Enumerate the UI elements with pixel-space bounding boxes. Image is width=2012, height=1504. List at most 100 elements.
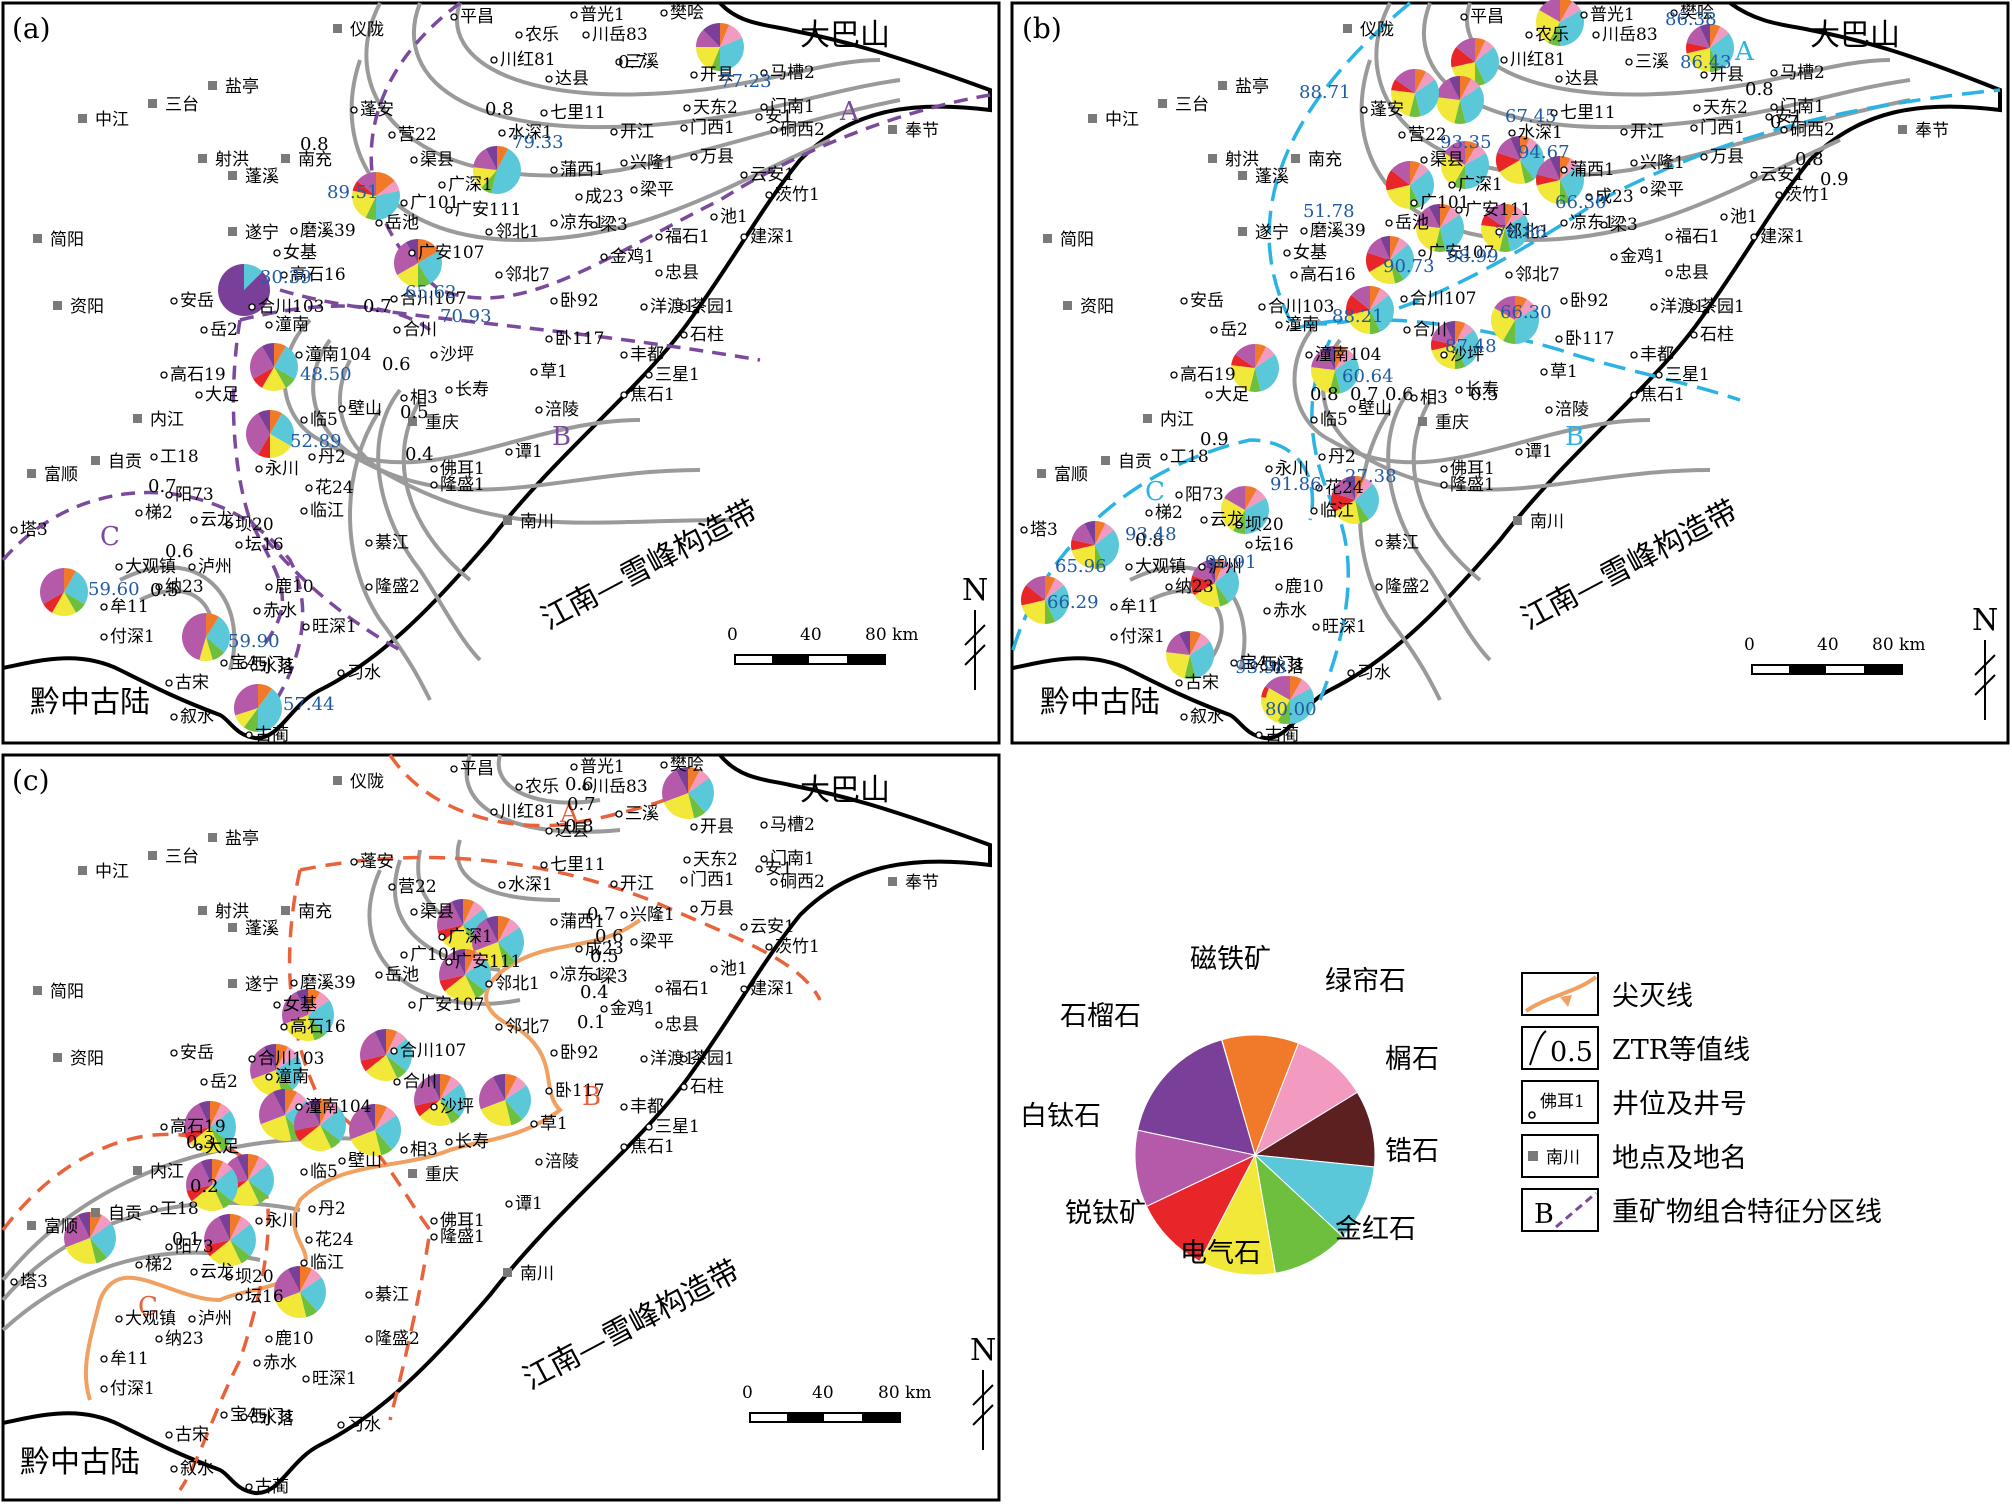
pie-slice bbox=[498, 942, 516, 968]
pie-slice bbox=[1686, 48, 1710, 72]
zone-a-label: A bbox=[1734, 37, 1755, 67]
well-marker bbox=[1410, 199, 1418, 207]
well-label: 永川 bbox=[1275, 459, 1309, 479]
pie-slice bbox=[386, 1038, 412, 1072]
well-label: 坛16 bbox=[245, 1287, 284, 1307]
mineral-pie bbox=[1165, 631, 1214, 679]
well-label: 长寿 bbox=[455, 380, 489, 400]
well-label: 蓬安 bbox=[1370, 100, 1404, 120]
well-marker bbox=[1165, 583, 1173, 591]
well-marker bbox=[495, 271, 503, 279]
well-label: 安1 bbox=[1775, 107, 1803, 127]
isoline-label: 0.7 bbox=[148, 476, 177, 497]
pie-slice bbox=[1456, 38, 1475, 62]
isoline-label: 0.7 bbox=[587, 904, 616, 925]
well-label: 隆盛2 bbox=[375, 1329, 420, 1349]
well-label: 鹿10 bbox=[275, 577, 314, 597]
well-label: 泸州 bbox=[198, 557, 232, 577]
well-marker bbox=[683, 856, 691, 864]
well-label: 三溪 bbox=[625, 52, 659, 72]
pie-slice bbox=[439, 975, 465, 992]
well-label: 纳23 bbox=[165, 577, 204, 597]
well-marker bbox=[170, 1049, 178, 1057]
well-marker bbox=[290, 227, 298, 235]
well-label: 涪陵 bbox=[545, 400, 579, 420]
well-marker bbox=[1765, 113, 1773, 121]
well-label: 潼南 bbox=[1285, 315, 1319, 335]
pie-slice bbox=[352, 190, 376, 218]
well-label: 成23 bbox=[585, 939, 624, 959]
place-label: 富顺 bbox=[44, 465, 78, 485]
well-label: 蓬安 bbox=[360, 100, 394, 120]
isoline-label: 0.6 bbox=[1385, 384, 1414, 405]
well-label: 福石1 bbox=[665, 979, 710, 999]
well-label: 卧92 bbox=[1570, 291, 1609, 311]
mineral-pie bbox=[1686, 24, 1734, 72]
well-label: 邻北7 bbox=[505, 265, 550, 285]
well-label: 合川 bbox=[403, 1072, 437, 1092]
pie-slice bbox=[1278, 700, 1290, 724]
well-marker bbox=[645, 1123, 653, 1131]
pie-slice bbox=[204, 1216, 230, 1246]
ztr-value: 66.29 bbox=[1047, 592, 1099, 613]
well-marker bbox=[388, 883, 396, 891]
well-marker bbox=[540, 861, 548, 869]
pie-slice bbox=[182, 613, 206, 661]
well-label: 安1 bbox=[765, 107, 793, 127]
pie-slice bbox=[276, 1044, 289, 1070]
well-label: 兴隆1 bbox=[630, 905, 675, 925]
pie-slice bbox=[375, 1106, 397, 1130]
city-marker bbox=[1037, 469, 1046, 478]
legend-item-label: 地点及地名 bbox=[1612, 1143, 1747, 1174]
pie-slice bbox=[186, 1185, 212, 1202]
pie-slice bbox=[270, 410, 282, 434]
pie-slice bbox=[1370, 310, 1381, 334]
well-marker bbox=[655, 269, 663, 277]
ztr-value: 89.51 bbox=[327, 182, 379, 203]
well-marker bbox=[235, 1293, 243, 1301]
well-label: 樊哙 bbox=[670, 755, 704, 775]
ztr-value: 59.90 bbox=[228, 631, 280, 652]
well-marker bbox=[253, 607, 261, 615]
well-label: 蒲西1 bbox=[1570, 160, 1615, 180]
pie-slice bbox=[320, 1101, 341, 1125]
pie-slice bbox=[1332, 478, 1355, 500]
well-label: 茶园1 bbox=[690, 1049, 735, 1069]
isoline-label: 0.1 bbox=[172, 1229, 201, 1250]
pie-slice bbox=[1370, 288, 1389, 310]
well-label: 忠县 bbox=[665, 263, 699, 283]
well-marker bbox=[290, 979, 298, 987]
isoline-label: 0.8 bbox=[1135, 530, 1164, 551]
city-marker bbox=[228, 171, 237, 180]
pie-slice bbox=[1560, 1, 1581, 22]
well-marker bbox=[445, 1138, 453, 1146]
well-marker bbox=[1690, 331, 1698, 339]
well-label: 古蔺 bbox=[1265, 725, 1299, 745]
ztr-value: 48.50 bbox=[300, 364, 352, 385]
well-label: 云安1 bbox=[1760, 165, 1805, 185]
well-label: 川红81 bbox=[500, 802, 556, 822]
pie-slice bbox=[1451, 47, 1475, 68]
mineral-pie bbox=[1071, 521, 1119, 570]
isoline-label: 0.6 bbox=[382, 354, 411, 375]
pie-slice bbox=[1071, 545, 1095, 570]
well-label: 水深1 bbox=[1518, 123, 1563, 143]
pie-slice bbox=[1485, 204, 1505, 228]
legend-item: B 重矿物组合特征分区线 bbox=[1521, 1188, 1882, 1232]
city-marker bbox=[503, 516, 512, 525]
pie-slice bbox=[663, 793, 695, 819]
well-label: 相3 bbox=[1420, 388, 1448, 408]
well-label: 临江 bbox=[1320, 501, 1354, 521]
city-marker bbox=[503, 1268, 512, 1277]
pie-slice bbox=[1410, 163, 1429, 185]
place-label: 射洪 bbox=[215, 902, 249, 922]
well-marker bbox=[375, 971, 383, 979]
pie-slice bbox=[1205, 559, 1215, 583]
pie-slice bbox=[376, 190, 401, 220]
well-label: 大观镇 bbox=[1135, 557, 1186, 577]
pie-slice bbox=[463, 901, 484, 925]
pie-slice bbox=[1215, 583, 1230, 607]
pie-slice bbox=[1686, 26, 1710, 48]
mineral-pie bbox=[64, 1212, 117, 1265]
mineral-pie bbox=[1311, 346, 1359, 394]
